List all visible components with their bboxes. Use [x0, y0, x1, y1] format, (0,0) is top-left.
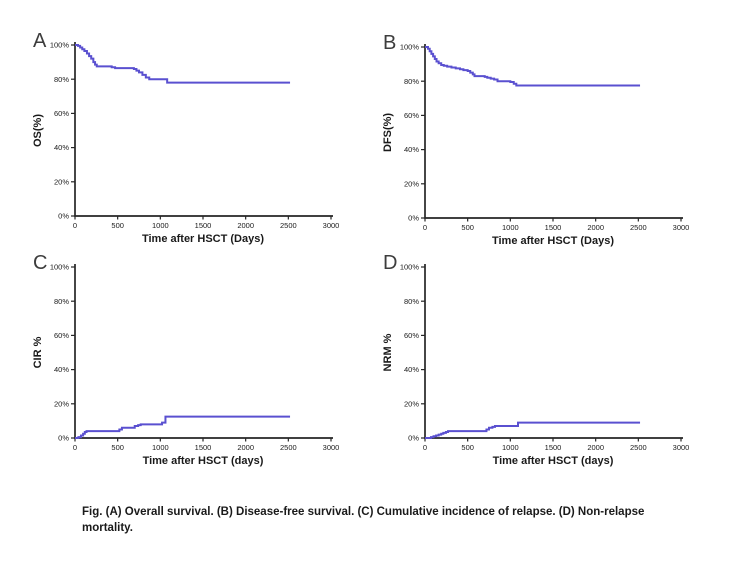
panel-cumulative-incidence-relapse: C 0 500 1000 1500 2000 2500 3000 0% 20% 40% 60% 80%… — [28, 250, 363, 480]
x-tick-label: 3000 — [323, 443, 340, 452]
panel-letter-a: A — [33, 30, 47, 52]
x-tick-label: 0 — [423, 223, 427, 232]
x-tick-label: 2500 — [280, 443, 297, 452]
y-axis-title: DFS(%) — [382, 113, 394, 152]
figure-caption: Fig. (A) Overall survival. (B) Disease-f… — [82, 506, 645, 535]
y-tick-label: 60% — [404, 331, 419, 340]
y-tick-label: 0% — [408, 214, 419, 223]
y-tick-label: 20% — [54, 399, 69, 408]
y-tick-label: 20% — [404, 399, 419, 408]
cumulative-incidence-of-relapse-curve — [75, 415, 291, 439]
x-tick-label: 2500 — [630, 223, 647, 232]
y-tick-label: 100% — [400, 263, 420, 272]
panel-letter-c: C — [33, 252, 48, 274]
x-tick-label: 2500 — [280, 221, 297, 230]
y-tick-label: 80% — [404, 297, 419, 306]
x-tick-label: 1500 — [195, 443, 212, 452]
x-tick-label: 1500 — [195, 221, 212, 230]
x-axis-title: Time after HSCT (Days) — [142, 233, 264, 245]
y-tick-label: 20% — [404, 179, 419, 188]
x-tick-label: 1500 — [545, 223, 562, 232]
y-axis-title: NRM % — [382, 333, 394, 371]
panel-overall-survival: A 0 500 1000 1500 2000 2500 3000 0% 20% 40% 60% 80%… — [28, 28, 363, 258]
axes — [424, 264, 683, 439]
x-tick-label: 1000 — [152, 443, 169, 452]
y-tick-label: 60% — [54, 331, 69, 340]
y-tick-label: 40% — [404, 145, 419, 154]
y-tick-label: 100% — [400, 43, 420, 52]
y-tick-label: 80% — [54, 297, 69, 306]
x-tick-label: 0 — [423, 443, 427, 452]
x-tick-label: 2000 — [587, 223, 604, 232]
x-tick-label: 2000 — [237, 443, 254, 452]
x-tick-label: 500 — [461, 443, 474, 452]
y-tick-label: 0% — [58, 212, 69, 221]
non-relapse-mortality-curve — [425, 421, 641, 439]
non-relapse-mortality-chart: 0 500 1000 1500 2000 2500 3000 0% 20% 40% 60% 80% 10… — [382, 263, 690, 467]
y-tick-label: 80% — [404, 77, 419, 86]
y-tick-label: 40% — [54, 365, 69, 374]
y-tick-label: 20% — [54, 177, 69, 186]
disease-free-survival-chart: 0 500 1000 1500 2000 2500 3000 0% 20% 40% 60% 80% 10… — [382, 43, 690, 247]
x-tick-label: 2000 — [237, 221, 254, 230]
x-axis-title: Time after HSCT (Days) — [492, 235, 614, 247]
x-axis-title: Time after HSCT (days) — [493, 455, 614, 467]
cumulative-incidence-relapse-chart: 0 500 1000 1500 2000 2500 3000 0% 20% 40% 60% 80% 10… — [32, 263, 340, 467]
panel-disease-free-survival: B 0 500 1000 1500 2000 2500 3000 0% 20% 40% 60% 80%… — [378, 30, 713, 260]
x-tick-label: 500 — [111, 221, 124, 230]
x-tick-label: 500 — [461, 223, 474, 232]
x-tick-label: 2000 — [587, 443, 604, 452]
x-tick-label: 500 — [111, 443, 124, 452]
x-tick-label: 3000 — [323, 221, 340, 230]
y-tick-label: 100% — [50, 263, 70, 272]
x-tick-label: 1000 — [152, 221, 169, 230]
overall-survival-chart: 0 500 1000 1500 2000 2500 3000 0% 20% 40% 60% 80% 10… — [32, 41, 340, 245]
x-tick-label: 0 — [73, 443, 77, 452]
x-axis-title: Time after HSCT (days) — [143, 455, 264, 467]
disease-free-survival-curve — [425, 46, 641, 87]
y-axis-title: CIR % — [32, 336, 44, 368]
panel-non-relapse-mortality: D 0 500 1000 1500 2000 2500 3000 0% 20% 40% 60% 80%… — [378, 250, 713, 480]
panel-letter-d: D — [383, 252, 398, 274]
x-tick-label: 1500 — [545, 443, 562, 452]
y-tick-label: 0% — [58, 434, 69, 443]
y-tick-label: 40% — [404, 365, 419, 374]
x-tick-label: 3000 — [673, 223, 690, 232]
y-axis-title: OS(%) — [32, 114, 44, 147]
y-tick-label: 40% — [54, 143, 69, 152]
x-tick-label: 1000 — [502, 443, 519, 452]
y-tick-label: 60% — [54, 109, 69, 118]
x-tick-label: 2500 — [630, 443, 647, 452]
overall-survival-curve — [75, 44, 291, 84]
axes — [74, 264, 333, 439]
y-tick-label: 0% — [408, 434, 419, 443]
y-tick-label: 100% — [50, 41, 70, 50]
panel-letter-b: B — [383, 32, 397, 54]
y-tick-label: 80% — [54, 75, 69, 84]
y-tick-label: 60% — [404, 111, 419, 120]
x-tick-label: 3000 — [673, 443, 690, 452]
x-tick-label: 0 — [73, 221, 77, 230]
x-tick-label: 1000 — [502, 223, 519, 232]
